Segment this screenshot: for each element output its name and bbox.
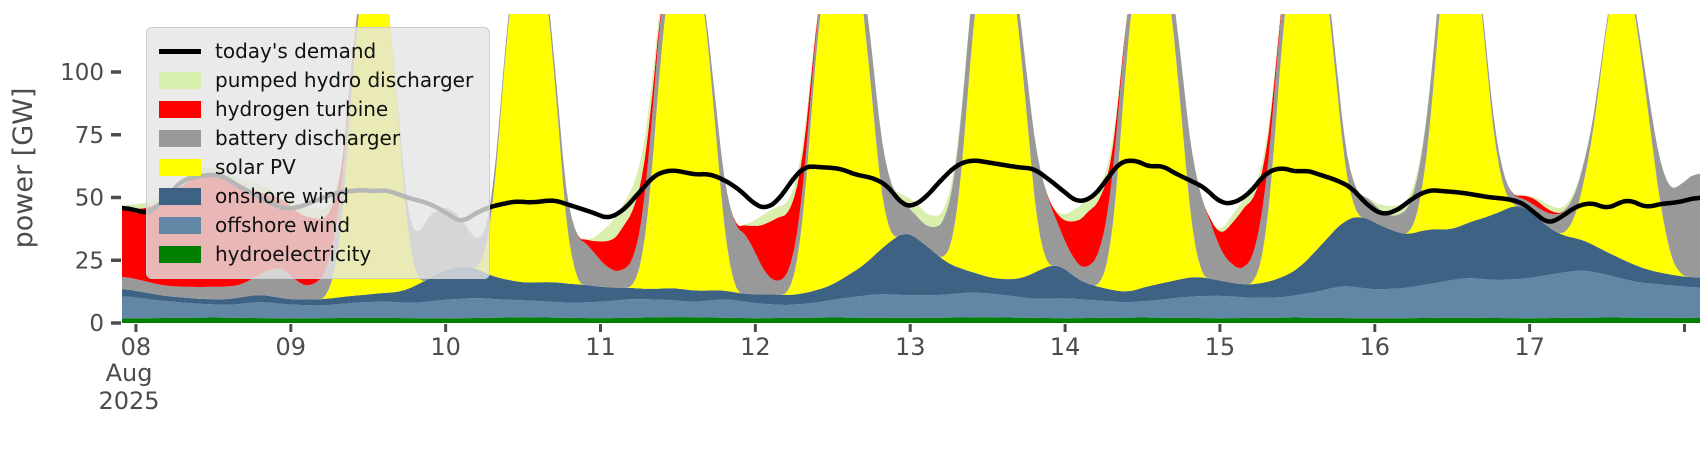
legend-item-hydrogen: hydrogen turbine — [159, 95, 473, 124]
x-tick-label: 09 — [276, 333, 307, 361]
legend-item-solar: solar PV — [159, 153, 473, 182]
axes: 0 25 50 75 100 08 09 10 11 12 13 14 15 16 17 — [60, 60, 1687, 361]
legend-item-battery: battery discharger — [159, 124, 473, 153]
x-tick-label: 16 — [1360, 333, 1391, 361]
y-tick-label: 50 — [75, 186, 104, 212]
legend-label-demand: today's demand — [215, 39, 377, 63]
legend-label-hydro: hydroelectricity — [215, 242, 372, 266]
legend-line-swatch-demand — [159, 49, 201, 54]
legend-item-offshore: offshore wind — [159, 211, 473, 240]
y-axis-label: power [GW] — [8, 88, 39, 249]
legend-swatch-offshore — [159, 217, 201, 234]
legend-label-battery: battery discharger — [215, 126, 401, 150]
x-tick-label: 08 — [121, 333, 152, 361]
legend-swatch-battery — [159, 130, 201, 147]
legend-item-pumped: pumped hydro discharger — [159, 66, 473, 95]
x-tick-label: 13 — [895, 333, 926, 361]
y-tick-label: 25 — [75, 248, 104, 274]
legend-label-offshore: offshore wind — [215, 213, 351, 237]
x-axis-month-label: Aug — [106, 359, 153, 387]
x-axis-year-label: 2025 — [98, 387, 159, 415]
x-tick-label: 12 — [740, 333, 771, 361]
x-tick-label: 14 — [1050, 333, 1081, 361]
x-tick-label: 10 — [430, 333, 461, 361]
x-tick-label: 17 — [1514, 333, 1545, 361]
x-tick-label: 15 — [1205, 333, 1236, 361]
legend-swatch-hydrogen — [159, 101, 201, 118]
area-solar — [122, 14, 1700, 300]
legend-swatch-pumped — [159, 72, 201, 89]
legend-swatch-solar — [159, 159, 201, 176]
legend-label-hydrogen: hydrogen turbine — [215, 97, 389, 121]
area-onshore — [122, 206, 1700, 306]
legend-label-pumped: pumped hydro discharger — [215, 68, 474, 92]
area-offshore — [122, 270, 1700, 319]
y-tick-label: 75 — [75, 123, 104, 149]
legend-label-onshore: onshore wind — [215, 184, 349, 208]
y-tick-label: 0 — [89, 311, 104, 337]
legend-label-solar: solar PV — [215, 155, 296, 179]
legend-swatch-hydro — [159, 246, 201, 263]
legend-item-hydro: hydroelectricity — [159, 240, 473, 269]
y-tick-label: 100 — [60, 60, 104, 86]
legend-item-demand: today's demand — [159, 37, 473, 66]
legend-item-onshore: onshore wind — [159, 182, 473, 211]
legend-swatch-onshore — [159, 188, 201, 205]
legend: today's demand pumped hydro discharger hyd… — [146, 27, 491, 279]
area-hydro — [122, 317, 1700, 323]
x-tick-label: 11 — [585, 333, 616, 361]
